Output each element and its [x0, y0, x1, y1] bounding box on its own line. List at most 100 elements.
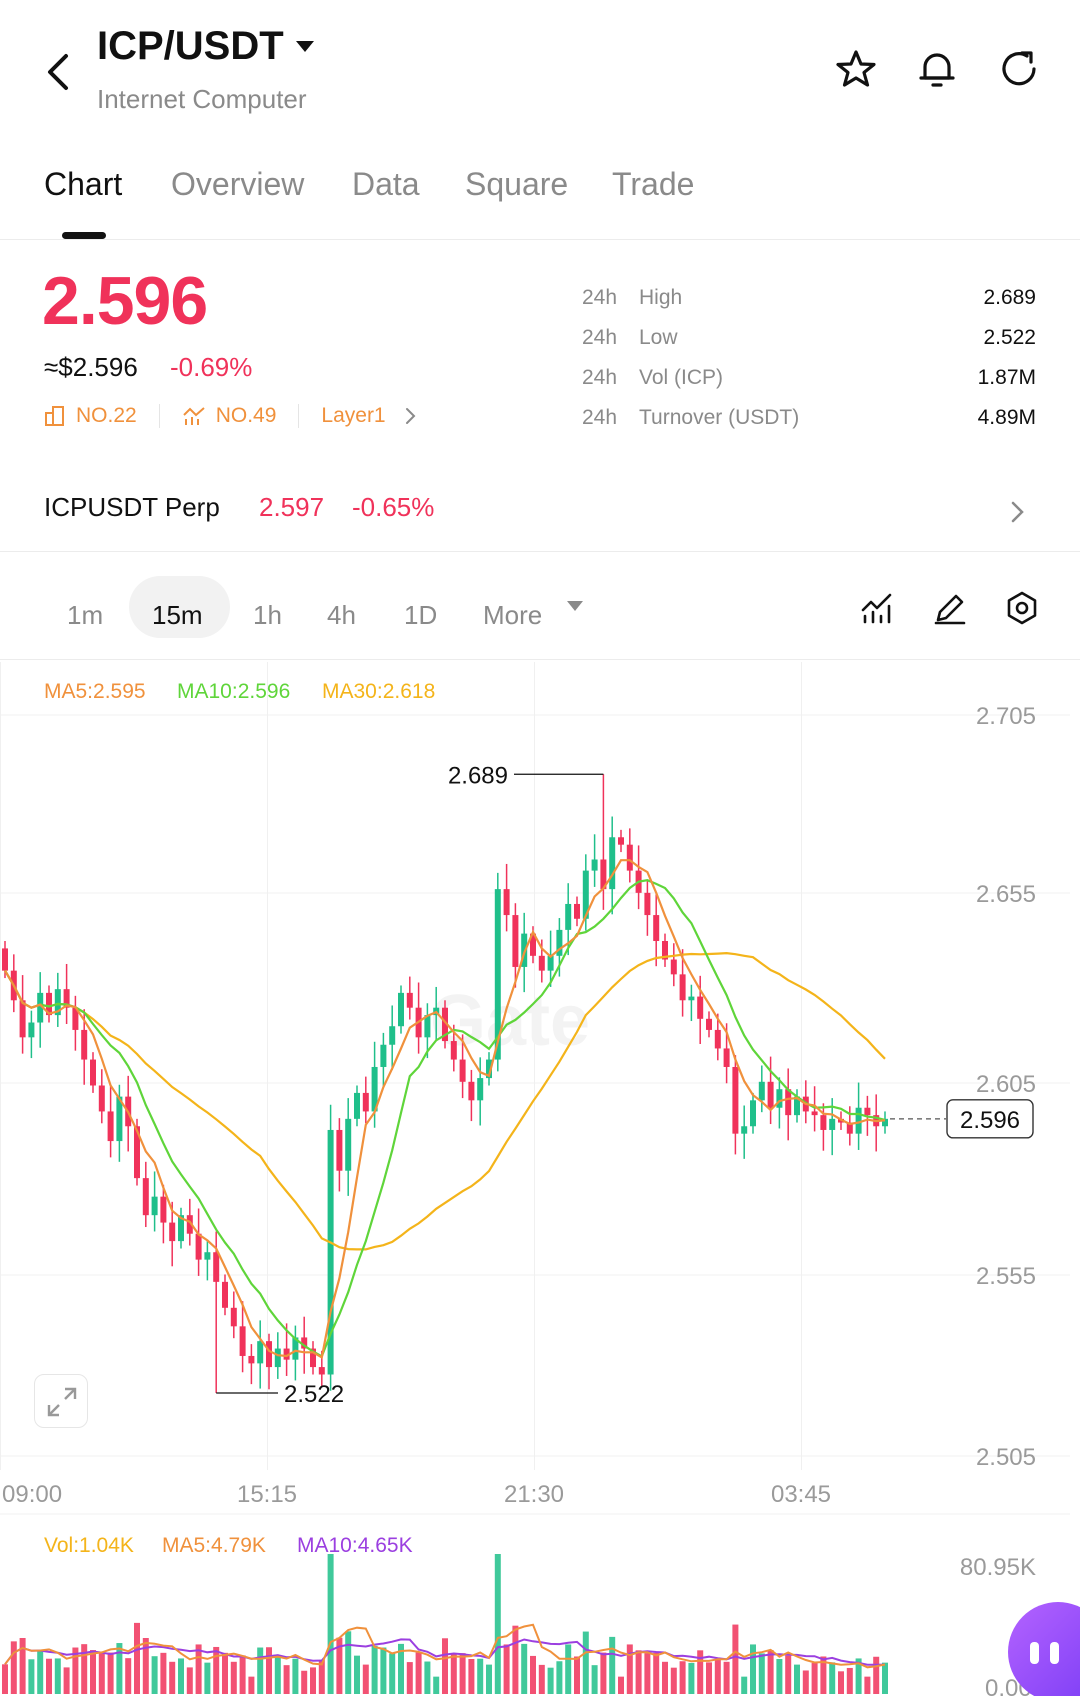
candle-body [767, 1081, 774, 1108]
pair-selector[interactable]: ICP/USDT [97, 24, 314, 69]
interval-1m[interactable]: 1m [67, 600, 104, 630]
volume-bar [688, 1662, 695, 1694]
interval-15m[interactable]: 15m [152, 600, 203, 630]
stat-high: 24h High 2.689 [582, 286, 1036, 309]
candle-body [706, 1018, 712, 1030]
candle-body [732, 1066, 739, 1134]
rank-trend-label: NO.49 [215, 404, 277, 427]
category-tag[interactable]: Layer1 [321, 404, 417, 428]
volume-bar [582, 1631, 589, 1694]
rank-market-cap[interactable]: NO.22 [44, 404, 137, 428]
volume-bar [697, 1650, 704, 1694]
volume-bar [767, 1650, 774, 1694]
volume-bar [160, 1652, 167, 1694]
candle-body [213, 1252, 220, 1282]
ma5-legend: MA5:2.595 [44, 680, 146, 703]
volume-bar [37, 1649, 44, 1694]
candle-body [723, 1048, 730, 1067]
volume-bar [802, 1670, 809, 1694]
candle-body [670, 959, 677, 975]
volume-bar [125, 1658, 132, 1694]
candle-body [274, 1348, 281, 1368]
tab-data[interactable]: Data [352, 166, 420, 202]
volume-bar [503, 1644, 510, 1694]
volume-bar [310, 1667, 316, 1694]
tab-square[interactable]: Square [465, 166, 569, 202]
bell-icon[interactable] [916, 48, 958, 90]
category-tag-label: Layer1 [321, 404, 386, 427]
volume-bar [758, 1653, 765, 1694]
candle-body [477, 1078, 484, 1101]
volume-bar [820, 1656, 827, 1694]
active-tab-indicator [62, 232, 106, 239]
settings-icon[interactable] [1004, 590, 1040, 626]
candle-body [829, 1118, 836, 1130]
interval-selected-pill [129, 576, 230, 638]
volume-bar [406, 1662, 413, 1694]
back-arrow-icon[interactable] [40, 48, 80, 96]
ma10-line [4, 879, 886, 1358]
volume-bar [142, 1638, 149, 1694]
volume-bar [565, 1644, 572, 1694]
volume-bar [134, 1622, 140, 1694]
candle-body [63, 989, 70, 1008]
candle-body [750, 1100, 756, 1127]
volume-tick: 80.95K [960, 1554, 1036, 1581]
volume-bar [98, 1652, 105, 1694]
ma10-legend: MA10:2.596 [177, 680, 291, 703]
tab-overview[interactable]: Overview [171, 166, 305, 202]
volume-bar [794, 1664, 800, 1694]
perp-row[interactable]: ICPUSDT Perp 2.597 -0.65% [0, 470, 1080, 552]
candle-body [758, 1081, 765, 1101]
assistant-fab[interactable] [1008, 1602, 1080, 1696]
interval-1d[interactable]: 1D [404, 600, 438, 630]
volume-bar [72, 1647, 79, 1694]
candle-body [626, 844, 633, 871]
candle-body [442, 1007, 448, 1042]
rank-market-cap-label: NO.22 [76, 404, 137, 427]
refresh-icon[interactable] [998, 48, 1040, 90]
interval-more[interactable]: More [483, 600, 543, 630]
volume-bar [257, 1647, 264, 1694]
volume-bar [28, 1659, 35, 1694]
tab-trade[interactable]: Trade [612, 166, 695, 202]
volume-bar [600, 1652, 607, 1694]
volume-bar [829, 1662, 836, 1694]
candle-body [204, 1252, 211, 1260]
candle-body [54, 989, 61, 1016]
interval-4h[interactable]: 4h [327, 600, 356, 630]
volume-bar [873, 1656, 880, 1694]
candle-body [98, 1085, 105, 1112]
indicator-icon[interactable] [859, 590, 895, 626]
volume-bar [398, 1643, 404, 1694]
price-tick: 2.655 [976, 881, 1036, 908]
volume-ma10-line [4, 1638, 886, 1666]
candle-body [134, 1126, 140, 1179]
stats-panel: 24h High 2.689 24h Low 2.522 24h Vol (IC… [582, 278, 1036, 438]
candle-body [882, 1118, 888, 1127]
header: ICP/USDT Internet Computer [0, 0, 1080, 140]
pen-icon[interactable] [932, 590, 968, 626]
candle-body [618, 837, 624, 845]
candle-body [662, 941, 668, 960]
candle-body [292, 1337, 299, 1360]
candle-body [820, 1115, 827, 1130]
chevron-right-icon [405, 408, 416, 424]
volume-bar [389, 1653, 396, 1694]
rank-trend[interactable]: NO.49 [182, 404, 277, 428]
candle-body [697, 996, 704, 1019]
candle-body [688, 996, 695, 1001]
ma30-legend: MA30:2.618 [322, 680, 436, 703]
time-tick: 03:45 [771, 1481, 831, 1508]
tab-chart[interactable]: Chart [44, 166, 123, 202]
volume-bar [838, 1671, 844, 1694]
star-icon[interactable] [835, 48, 877, 90]
candle-body [248, 1355, 255, 1364]
pair-title: ICP/USDT [97, 24, 284, 68]
fullscreen-button[interactable] [34, 1374, 88, 1428]
volume-ma5-line [4, 1623, 886, 1669]
interval-1h[interactable]: 1h [253, 600, 282, 630]
candle-body [556, 929, 563, 956]
rank-row: NO.22 NO.49 Layer1 [44, 404, 418, 428]
